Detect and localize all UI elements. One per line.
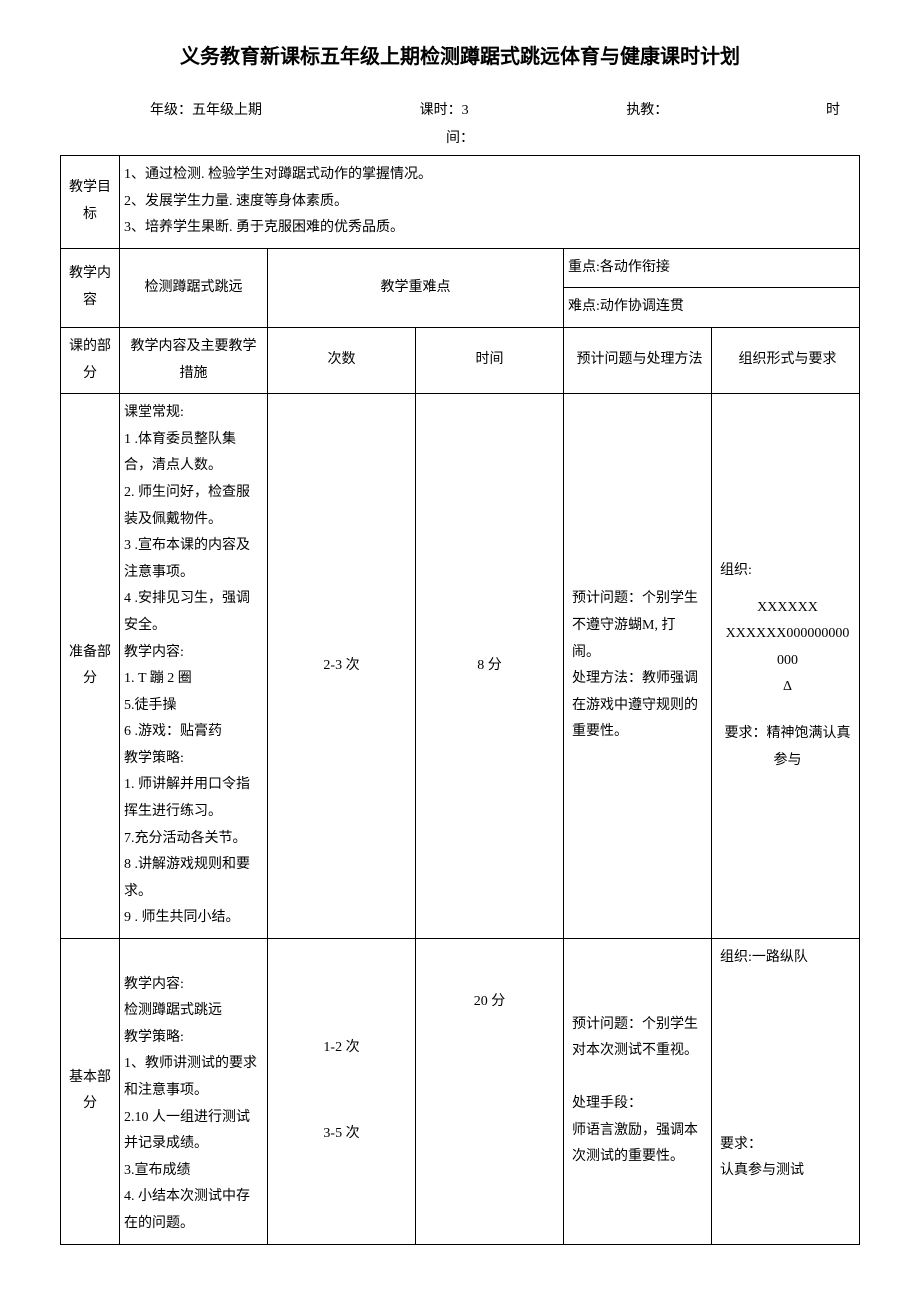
prep-content: 课堂常规: 1 .体育委员整队集合，清点人数。 2. 师生问好，检查服装及佩戴物… — [120, 394, 268, 939]
prep-org-label: 组织: — [720, 558, 855, 585]
goals-content: 1、通过检测. 检验学生对蹲踞式动作的掌握情况。 2、发展学生力量. 速度等身体… — [120, 156, 860, 249]
prep-org-delta: Δ — [720, 674, 855, 701]
basic-count-1: 1-2 次 — [272, 1035, 411, 1062]
lesson-plan-table: 教学目标 1、通过检测. 检验学生对蹲踞式动作的掌握情况。 2、发展学生力量. … — [60, 155, 860, 1245]
th-part: 课的部分 — [61, 327, 120, 393]
period-label: 课时： — [420, 103, 462, 118]
diff-point: 难点:动作协调连贯 — [564, 288, 860, 328]
basic-org-label: 组织:一路纵队 — [720, 945, 855, 972]
time-label-2: 间： — [446, 131, 474, 146]
th-count: 次数 — [268, 327, 416, 393]
basic-time: 20 分 — [416, 939, 564, 1245]
goals-row: 教学目标 1、通过检测. 检验学生对蹲踞式动作的掌握情况。 2、发展学生力量. … — [61, 156, 860, 249]
grade-value: 五年级上期 — [192, 103, 262, 118]
subheader-row: 间： — [60, 127, 860, 155]
period-value: 3 — [462, 103, 469, 118]
prep-time: 8 分 — [416, 394, 564, 939]
prep-count: 2-3 次 — [268, 394, 416, 939]
prep-org-x3: 000 — [720, 648, 855, 675]
basic-count: 1-2 次 3-5 次 — [268, 939, 416, 1245]
basic-org-req: 要求： 认真参与测试 — [720, 1132, 855, 1185]
grade-label: 年级： — [150, 103, 192, 118]
header-row: 年级：五年级上期 课时：3 执教： 时 — [60, 99, 860, 127]
teacher-label: 执教： — [626, 99, 668, 119]
basic-label: 基本部分 — [61, 939, 120, 1245]
prep-row: 准备部分 课堂常规: 1 .体育委员整队集合，清点人数。 2. 师生问好，检查服… — [61, 394, 860, 939]
prep-org-x2: XXXXXX000000000 — [720, 621, 855, 648]
time-label: 时 — [826, 99, 840, 119]
goals-label: 教学目标 — [61, 156, 120, 249]
prep-org-x1: XXXXXX — [720, 595, 855, 622]
key-point: 重点:各动作衔接 — [564, 248, 860, 288]
period-field: 课时：3 — [420, 99, 469, 119]
th-problem: 预计问题与处理方法 — [564, 327, 712, 393]
prep-label: 准备部分 — [61, 394, 120, 939]
basic-count-2: 3-5 次 — [272, 1121, 411, 1148]
grade-field: 年级：五年级上期 — [150, 99, 262, 119]
th-time: 时间 — [416, 327, 564, 393]
content-value: 检测蹲踞式跳远 — [120, 248, 268, 327]
basic-problem: 预计问题：个别学生对本次测试不重视。 处理手段： 师语言激励，强调本次测试的重要… — [564, 939, 712, 1245]
prep-org-req: 要求：精神饱满认真参与 — [720, 721, 855, 774]
content-row-1: 教学内容 检测蹲踞式跳远 教学重难点 重点:各动作衔接 — [61, 248, 860, 288]
content-label: 教学内容 — [61, 248, 120, 327]
th-org: 组织形式与要求 — [712, 327, 860, 393]
prep-org: 组织: XXXXXX XXXXXX000000000 000 Δ 要求：精神饱满… — [712, 394, 860, 939]
basic-content: 教学内容: 检测蹲踞式跳远 教学策略: 1、教师讲测试的要求和注意事项。 2.1… — [120, 939, 268, 1245]
basic-row: 基本部分 教学内容: 检测蹲踞式跳远 教学策略: 1、教师讲测试的要求和注意事项… — [61, 939, 860, 1245]
basic-org: 组织:一路纵队 要求： 认真参与测试 — [712, 939, 860, 1245]
key-label: 教学重难点 — [268, 248, 564, 327]
table-header-row: 课的部分 教学内容及主要教学措施 次数 时间 预计问题与处理方法 组织形式与要求 — [61, 327, 860, 393]
document-title: 义务教育新课标五年级上期检测蹲踞式跳远体育与健康课时计划 — [60, 40, 860, 69]
th-content: 教学内容及主要教学措施 — [120, 327, 268, 393]
prep-problem: 预计问题：个别学生不遵守游蝴M, 打闹。 处理方法：教师强调在游戏中遵守规则的重… — [564, 394, 712, 939]
